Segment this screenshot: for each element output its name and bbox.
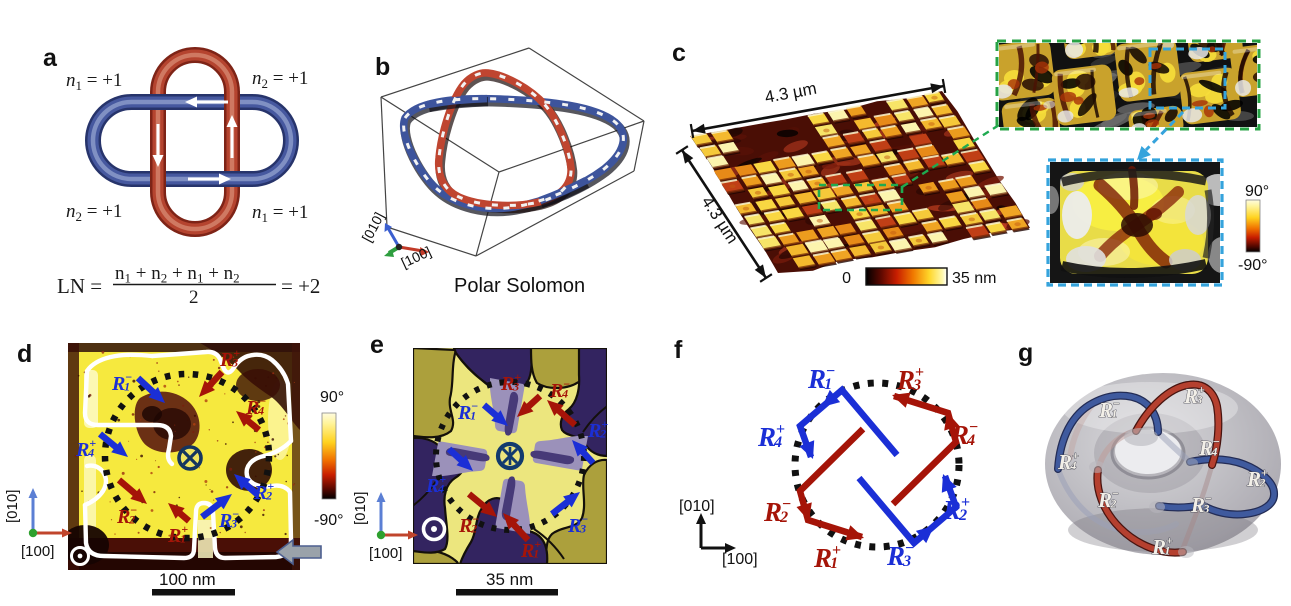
- svg-text:[010]: [010]: [4, 490, 21, 523]
- svg-text:2: 2: [189, 287, 199, 308]
- svg-text:c: c: [672, 39, 686, 67]
- svg-text:90°: 90°: [1245, 183, 1269, 200]
- svg-text:R−4: R− 4: [1198, 435, 1220, 461]
- svg-text:R+2: R+ 2: [253, 479, 274, 504]
- svg-text:R−1: R− 1: [111, 370, 132, 395]
- svg-text:n1 = +1: n1 = +1: [66, 70, 122, 93]
- svg-text:R−3: R− 3: [1190, 492, 1212, 518]
- svg-text:R−2: R− 2: [458, 512, 479, 537]
- svg-text:[010]: [010]: [352, 492, 369, 525]
- svg-text:R−1: R− 1: [457, 399, 478, 424]
- svg-text:R+3: R+ 3: [500, 370, 521, 395]
- svg-text:R−4: R− 4: [245, 394, 266, 419]
- svg-text:R−1: R− 1: [807, 363, 835, 394]
- svg-text:R+3: R+ 3: [219, 346, 240, 371]
- svg-text:0: 0: [842, 270, 851, 287]
- svg-text:35 nm: 35 nm: [952, 270, 996, 287]
- svg-text:= +2: = +2: [281, 274, 320, 298]
- svg-text:R−2: R− 2: [1097, 487, 1119, 513]
- svg-text:R−4: R− 4: [549, 377, 570, 402]
- svg-text:R+1: R+ 1: [1151, 534, 1173, 560]
- svg-text:[100]: [100]: [722, 551, 758, 568]
- svg-text:R−1: R− 1: [1098, 397, 1120, 423]
- svg-text:d: d: [17, 340, 32, 368]
- svg-text:R+4: R+ 4: [1057, 449, 1079, 475]
- svg-text:n2 = +1: n2 = +1: [66, 201, 122, 224]
- svg-text:-90°: -90°: [1238, 257, 1268, 274]
- svg-text:R+3: R+ 3: [896, 364, 924, 395]
- svg-text:R−3: R− 3: [218, 507, 239, 532]
- svg-text:-90°: -90°: [314, 512, 344, 529]
- svg-text:n1 + n2 + n1 + n2: n1 + n2 + n1 + n2: [115, 263, 240, 286]
- svg-text:[010]: [010]: [679, 498, 715, 515]
- svg-text:R−2: R− 2: [763, 496, 791, 527]
- svg-text:R+2: R+ 2: [942, 494, 970, 525]
- svg-text:n2 = +1: n2 = +1: [252, 68, 308, 91]
- svg-text:b: b: [375, 53, 390, 81]
- svg-text:R+2: R+ 2: [1246, 466, 1268, 492]
- svg-text:90°: 90°: [320, 389, 344, 406]
- svg-text:Polar Solomon: Polar Solomon: [454, 275, 585, 297]
- svg-text:R+4: R+ 4: [425, 472, 446, 497]
- svg-text:R+1: R+ 1: [813, 542, 841, 573]
- svg-text:LN =: LN =: [57, 274, 102, 298]
- svg-text:R+1: R+ 1: [167, 522, 188, 547]
- svg-text:n1 = +1: n1 = +1: [252, 202, 308, 225]
- svg-text:R+3: R+ 3: [1183, 383, 1205, 409]
- svg-text:e: e: [370, 331, 384, 359]
- svg-text:R−2: R− 2: [116, 503, 137, 528]
- svg-text:R+4: R+ 4: [757, 421, 785, 452]
- svg-text:[100]: [100]: [21, 543, 54, 560]
- svg-text:a: a: [43, 44, 58, 72]
- svg-text:R+2: R+ 2: [587, 417, 608, 442]
- svg-text:f: f: [674, 336, 683, 364]
- svg-text:R−4: R− 4: [950, 419, 978, 450]
- svg-text:R−3: R− 3: [886, 540, 914, 571]
- svg-text:100 nm: 100 nm: [159, 570, 216, 589]
- svg-text:g: g: [1018, 339, 1033, 367]
- svg-text:R+1: R+ 1: [520, 537, 541, 562]
- svg-text:[100]: [100]: [369, 545, 402, 562]
- svg-text:35 nm: 35 nm: [486, 570, 533, 589]
- svg-text:R+4: R+ 4: [75, 436, 96, 461]
- svg-text:R−3: R− 3: [567, 512, 588, 537]
